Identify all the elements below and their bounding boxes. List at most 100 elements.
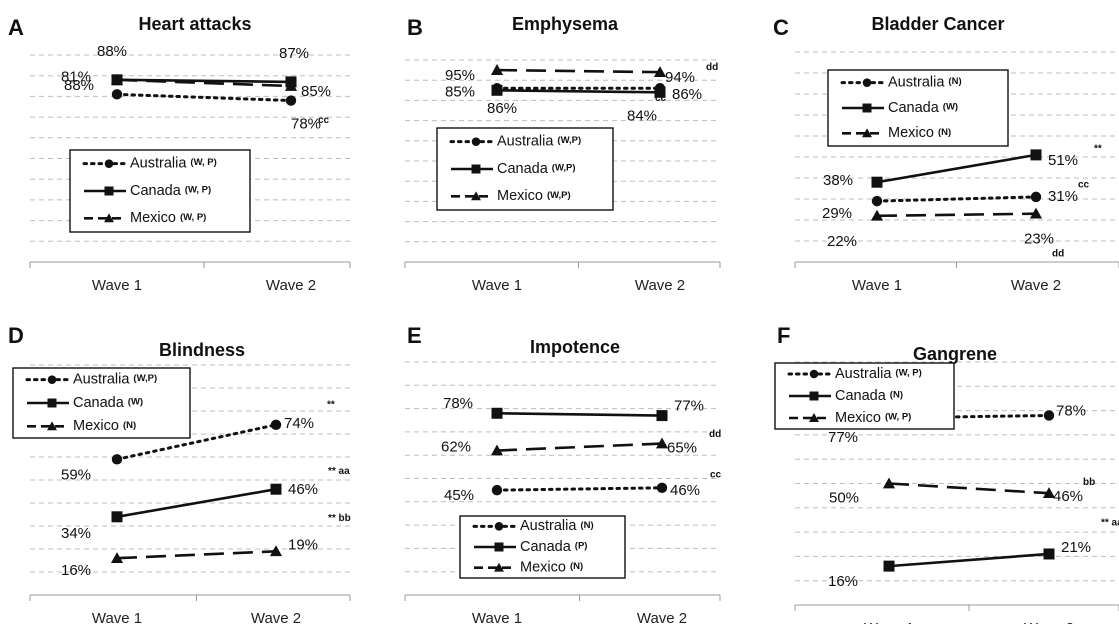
significance-mark: ** aa <box>1101 518 1119 529</box>
data-label: 85% <box>445 83 475 100</box>
significance-mark: cc <box>655 93 667 104</box>
legend-marker-circle <box>104 159 114 168</box>
series-line-mexico <box>876 212 1037 218</box>
chart-panel-d: Wave 1 Wave 2 D Blindness 59% 74% ** 34% 46% ** a… <box>8 323 351 624</box>
chart-panel-f: Wave 1 Wave 2 F Gangrene 77% 78% 16% 21% ** aa 50… <box>774 323 1119 624</box>
legend-marker-circle <box>494 522 504 531</box>
data-label: 86% <box>487 100 517 117</box>
legend-marker-triangle <box>104 213 114 223</box>
legend-annotation: (W) <box>128 397 143 408</box>
data-label: 62% <box>441 439 471 456</box>
legend-annotation: (W, P) <box>190 157 216 168</box>
legend-entry: Australia <box>888 74 945 90</box>
data-label: 38% <box>823 172 853 189</box>
data-label: 59% <box>61 466 91 483</box>
data-label: 46% <box>1053 488 1083 505</box>
series-line-mexico <box>888 482 1050 495</box>
data-label: 16% <box>828 573 858 590</box>
data-label: 81% <box>61 68 91 85</box>
data-label: 16% <box>61 562 91 579</box>
legend-marker-triangle <box>47 421 57 431</box>
legend: Australia (N)Canada (P)Mexico (N) <box>459 515 626 579</box>
data-point-mexico <box>882 477 896 489</box>
legend-annotation: (N) <box>570 561 583 572</box>
data-label: 19% <box>288 536 318 553</box>
panel-letter: E <box>407 323 422 348</box>
series-line-canada <box>876 153 1037 184</box>
chart-panel-c: Wave 1 Wave 2 C Bladder Cancer 29% 31%cc 38% 51… <box>773 14 1119 294</box>
data-label: 74% <box>284 415 314 432</box>
legend-marker-square <box>862 103 872 113</box>
data-point-australia <box>111 89 123 100</box>
legend: Australia (N)Canada (W)Mexico (N) <box>827 69 1009 147</box>
chart-title: Bladder Cancer <box>871 14 1004 34</box>
data-label: 88% <box>64 77 94 94</box>
chart-title: Impotence <box>530 337 620 357</box>
data-point-mexico <box>284 80 298 91</box>
significance-mark: dd <box>1052 248 1064 259</box>
chart-title: Gangrene <box>913 344 997 364</box>
data-label: 88% <box>97 43 127 60</box>
data-point-mexico <box>1029 207 1043 219</box>
data-point-australia <box>111 454 123 465</box>
data-label: 77% <box>674 398 704 415</box>
legend-marker-circle <box>862 78 872 87</box>
data-point-australia <box>656 482 668 494</box>
panel-letter: B <box>407 15 423 40</box>
legend-annotation: (W,P) <box>547 190 571 201</box>
series-line-mexico <box>116 78 292 88</box>
legend-annotation: (N) <box>948 76 961 87</box>
legend-marker-square <box>494 542 504 552</box>
data-point-mexico <box>269 545 283 557</box>
significance-mark: cc <box>1078 180 1090 191</box>
data-point-canada <box>270 483 282 495</box>
panel-letter: D <box>8 323 24 348</box>
x-tick-label: Wave 1 <box>864 620 914 624</box>
legend-marker-circle <box>471 137 481 146</box>
legend-annotation: (W, P) <box>895 368 921 379</box>
legend-entry: Canada <box>835 388 887 404</box>
series-line-canada <box>496 411 663 417</box>
legend-entry: Mexico <box>130 210 176 226</box>
chart-title: Emphysema <box>512 14 619 34</box>
legend-marker-square <box>809 391 819 401</box>
chart-title: Blindness <box>159 340 245 360</box>
data-label: 95% <box>445 67 475 84</box>
significance-mark: cc <box>710 469 722 480</box>
series-line-canada <box>116 78 292 84</box>
data-label: 51% <box>1048 152 1078 169</box>
data-label: 78% <box>291 116 321 133</box>
legend-annotation: (N) <box>890 390 903 401</box>
data-label: 77% <box>828 429 858 446</box>
x-tick-label: Wave 2 <box>1011 277 1061 294</box>
legend-marker-circle <box>47 375 57 384</box>
chart-title: Heart attacks <box>138 14 251 34</box>
series-line-canada <box>888 552 1050 568</box>
legend-entry: Canada <box>888 100 940 116</box>
data-label: 78% <box>1056 402 1086 419</box>
legend-marker-circle <box>809 369 819 379</box>
data-label: 22% <box>827 233 857 250</box>
legend-annotation: (W,P) <box>133 373 157 384</box>
legend-entry: Mexico <box>497 188 543 204</box>
data-point-australia <box>871 195 883 207</box>
legend-marker-triangle <box>471 191 481 201</box>
legend-entry: Mexico <box>73 418 119 434</box>
data-point-mexico <box>1042 487 1056 499</box>
legend-entry: Canada <box>130 183 182 199</box>
legend-annotation: (W) <box>943 102 958 113</box>
data-label: 86% <box>672 86 702 103</box>
significance-mark: dd <box>709 429 721 440</box>
data-point-mexico <box>870 209 884 221</box>
legend-annotation: (W, P) <box>885 412 911 423</box>
legend-entry: Australia <box>497 133 554 149</box>
data-point-canada <box>871 176 883 188</box>
data-point-canada <box>491 84 503 96</box>
series-line-mexico <box>496 442 663 452</box>
series-line-australia <box>115 423 278 461</box>
legend-annotation: (W, P) <box>180 212 206 223</box>
x-tick-label: Wave 1 <box>472 277 522 294</box>
data-point-mexico <box>490 444 504 456</box>
data-point-australia <box>270 419 282 431</box>
data-point-mexico <box>653 66 667 77</box>
